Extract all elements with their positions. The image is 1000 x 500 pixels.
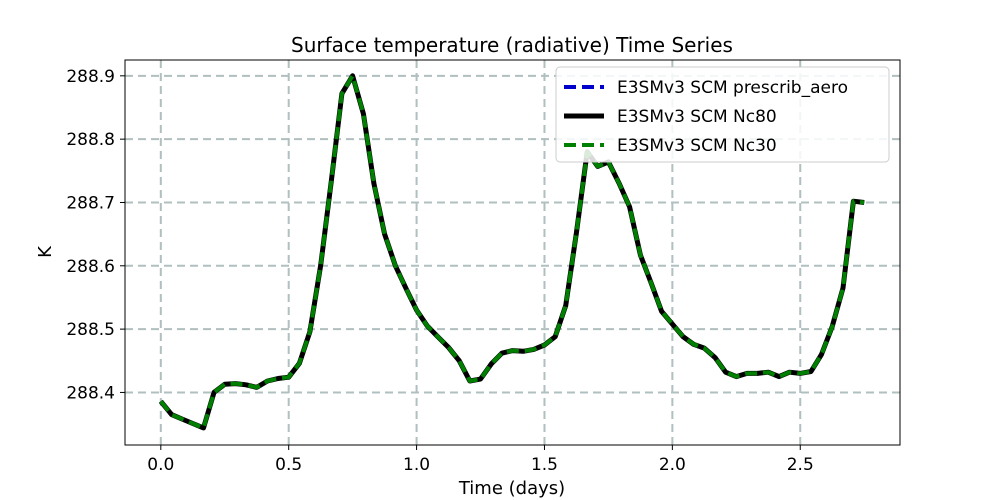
- y-tick-label: 288.5: [66, 320, 115, 340]
- y-tick-label: 288.6: [66, 257, 115, 277]
- x-tick-label: 1.0: [403, 455, 430, 475]
- y-tick-label: 288.8: [66, 130, 115, 150]
- y-axis-label: K: [35, 245, 56, 258]
- legend-label: E3SMv3 SCM Nc80: [617, 107, 777, 127]
- legend: E3SMv3 SCM prescrib_aero E3SMv3 SCM Nc80 E…: [555, 66, 890, 163]
- x-tick-label: 0.0: [147, 455, 174, 475]
- x-axis-ticks: 0.0 0.5 1.0 1.5 2.0 2.5: [147, 445, 814, 475]
- legend-label: E3SMv3 SCM prescrib_aero: [617, 78, 848, 98]
- y-axis-ticks: 288.4 288.5 288.6 288.7 288.8 288.9: [66, 67, 125, 403]
- y-tick-label: 288.4: [66, 383, 115, 403]
- plot-area-frame: [124, 59, 901, 446]
- legend-box: [555, 66, 890, 163]
- x-tick-label: 1.5: [531, 455, 558, 475]
- series-line-e3smv3-scm-nc30: [159, 73, 865, 430]
- y-tick-label: 288.9: [66, 67, 115, 87]
- x-tick-label: 2.0: [659, 455, 686, 475]
- x-tick-label: 0.5: [275, 455, 302, 475]
- plot-series: [158, 73, 865, 431]
- y-tick-label: 288.7: [66, 193, 115, 213]
- x-tick-label: 2.5: [787, 455, 814, 475]
- x-axis-label: Time (days): [458, 478, 565, 499]
- legend-label: E3SMv3 SCM Nc30: [617, 136, 777, 156]
- chart-title: Surface temperature (radiative) Time Ser…: [291, 33, 733, 57]
